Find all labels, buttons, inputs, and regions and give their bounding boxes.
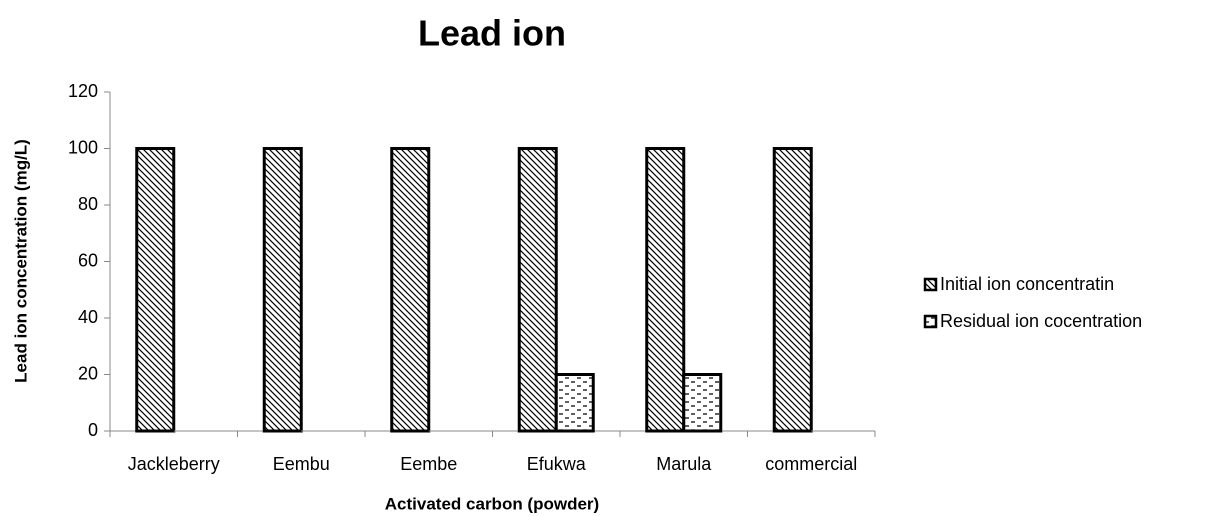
bar <box>772 147 813 433</box>
y-tick-label: 100 <box>68 137 98 157</box>
y-axis-title: Lead ion concentration (mg/L) <box>11 139 30 383</box>
x-axis-title: Activated carbon (powder) <box>385 494 599 513</box>
y-tick-label: 80 <box>78 194 98 214</box>
x-tick-label: Efukwa <box>527 454 587 474</box>
y-tick-label: 40 <box>78 307 98 327</box>
bar <box>135 147 176 433</box>
y-tick-label: 120 <box>68 81 98 101</box>
bar <box>517 147 558 433</box>
x-tick-label: commercial <box>765 454 857 474</box>
legend-label: Initial ion concentratin <box>940 274 1114 294</box>
y-tick-label: 20 <box>78 363 98 383</box>
bar <box>645 147 686 433</box>
x-tick-label: Eembe <box>400 454 457 474</box>
x-tick-label: Marula <box>656 454 712 474</box>
bar <box>262 147 303 433</box>
legend-swatch <box>923 277 938 292</box>
y-tick-label: 60 <box>78 250 98 270</box>
y-tick-label: 0 <box>88 420 98 440</box>
x-tick-label: Jackleberry <box>128 454 220 474</box>
bar <box>554 373 595 433</box>
chart-title: Lead ion <box>418 13 566 54</box>
bar <box>682 373 723 433</box>
x-tick-label: Eembu <box>273 454 330 474</box>
legend-label: Residual ion cocentration <box>940 311 1142 331</box>
legend-swatch <box>923 314 938 329</box>
bar <box>390 147 431 433</box>
